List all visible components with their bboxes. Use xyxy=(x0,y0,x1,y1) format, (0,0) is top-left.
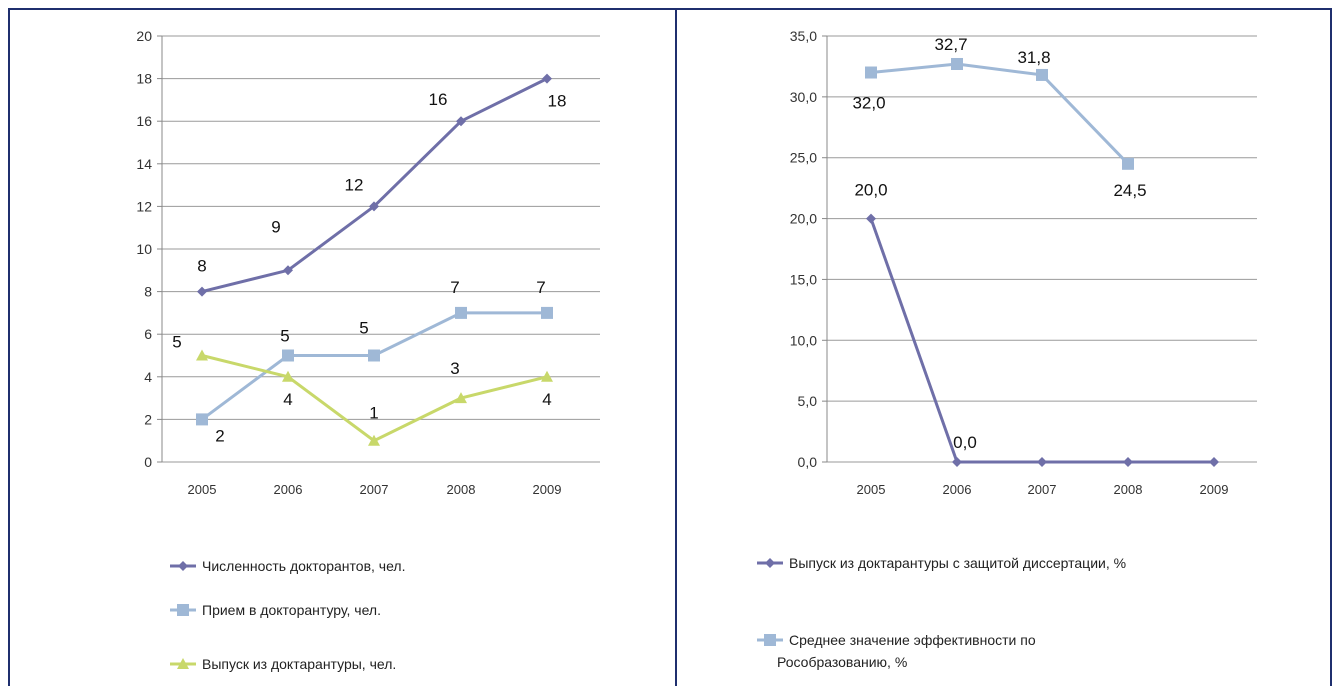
data-label: 31,8 xyxy=(1017,48,1050,67)
y-tick-label: 5,0 xyxy=(798,393,818,409)
y-tick-label: 20,0 xyxy=(790,211,817,227)
data-label: 18 xyxy=(548,92,567,111)
x-tick-label: 2007 xyxy=(1028,482,1057,497)
legend-label-line: Рособразованию, % xyxy=(777,654,907,670)
y-tick-label: 2 xyxy=(144,411,152,427)
data-label: 3 xyxy=(450,359,459,378)
data-label: 1 xyxy=(369,404,378,423)
legend-marker xyxy=(177,658,189,669)
x-tick-label: 2007 xyxy=(360,482,389,497)
y-tick-label: 35,0 xyxy=(790,28,817,44)
data-point xyxy=(196,413,208,426)
y-tick-label: 12 xyxy=(136,198,152,214)
x-tick-label: 2006 xyxy=(943,482,972,497)
data-label: 32,0 xyxy=(852,94,885,113)
x-tick-label: 2009 xyxy=(1200,482,1229,497)
series-line xyxy=(870,62,1130,165)
y-tick-label: 25,0 xyxy=(790,150,817,166)
data-point xyxy=(368,349,380,362)
y-tick-label: 10 xyxy=(136,241,152,257)
legend-marker xyxy=(177,604,189,616)
table-frame xyxy=(8,8,1332,686)
x-tick-label: 2008 xyxy=(1114,482,1143,497)
data-point xyxy=(541,306,553,319)
data-point xyxy=(951,57,963,70)
data-point xyxy=(1209,457,1219,467)
y-tick-label: 18 xyxy=(136,71,152,87)
data-point xyxy=(455,306,467,319)
y-tick-label: 14 xyxy=(136,156,152,172)
data-label: 5 xyxy=(280,327,289,346)
data-point xyxy=(456,116,466,127)
data-point xyxy=(282,370,294,382)
data-label: 7 xyxy=(536,278,545,297)
data-point xyxy=(369,201,379,212)
data-label: 32,7 xyxy=(934,35,967,54)
y-tick-label: 20 xyxy=(136,28,152,44)
y-tick-label: 0 xyxy=(144,454,152,470)
data-label: 7 xyxy=(450,278,459,297)
legend-label: Среднее значение эффективности по Рособра… xyxy=(777,632,1036,670)
data-label: 4 xyxy=(542,390,551,409)
table-column-divider xyxy=(675,8,677,686)
data-point xyxy=(1036,68,1048,81)
data-label: 8 xyxy=(197,257,206,276)
data-label: 16 xyxy=(429,90,448,109)
data-label: 20,0 xyxy=(854,181,887,200)
data-label: 4 xyxy=(283,390,292,409)
y-tick-label: 15,0 xyxy=(790,271,817,287)
data-point xyxy=(283,265,293,276)
data-point xyxy=(1122,157,1134,170)
x-tick-label: 2005 xyxy=(188,482,217,497)
data-point xyxy=(541,370,553,382)
data-label: 12 xyxy=(345,175,364,194)
legend-marker xyxy=(765,558,775,568)
y-tick-label: 16 xyxy=(136,113,152,129)
data-point xyxy=(866,213,876,224)
legend-label: Численность докторантов, чел. xyxy=(202,558,405,574)
x-tick-label: 2008 xyxy=(447,482,476,497)
legend-marker xyxy=(178,561,188,571)
legend-label: Выпуск из доктарантуры с защитой диссерт… xyxy=(789,555,1126,571)
series-line xyxy=(201,77,548,294)
data-label: 5 xyxy=(172,333,181,352)
legend-label: Прием в докторантуру, чел. xyxy=(202,602,381,618)
data-point xyxy=(542,73,552,84)
y-tick-label: 10,0 xyxy=(790,332,817,348)
data-point xyxy=(1037,457,1047,467)
y-tick-label: 4 xyxy=(144,369,152,385)
x-tick-label: 2009 xyxy=(533,482,562,497)
data-label: 5 xyxy=(359,319,368,338)
x-tick-label: 2005 xyxy=(857,482,886,497)
data-point xyxy=(1123,457,1133,467)
data-point xyxy=(196,349,208,361)
data-label: 9 xyxy=(271,217,280,236)
y-tick-label: 0,0 xyxy=(798,454,818,470)
y-tick-label: 30,0 xyxy=(790,89,817,105)
legend-label: Выпуск из доктарантуры, чел. xyxy=(202,656,396,672)
data-point xyxy=(197,286,207,297)
data-label: 2 xyxy=(215,426,224,445)
y-tick-label: 8 xyxy=(144,284,152,300)
x-tick-label: 2006 xyxy=(274,482,303,497)
data-label: 24,5 xyxy=(1113,181,1146,200)
legend-label-line: Среднее значение эффективности по xyxy=(789,632,1036,648)
data-point xyxy=(865,66,877,79)
data-point xyxy=(282,349,294,362)
data-label: 0,0 xyxy=(953,433,977,452)
series-line xyxy=(201,354,548,443)
legend-marker xyxy=(764,634,776,646)
data-point xyxy=(952,457,962,467)
chart-dissertation-defense-rate: 0,0 5,0 10,0 15,0 20,0 25,0 30,0 35,0 2005 2006 20… xyxy=(757,28,1257,670)
data-point xyxy=(368,434,380,446)
y-tick-label: 6 xyxy=(144,326,152,342)
data-point xyxy=(455,392,467,404)
